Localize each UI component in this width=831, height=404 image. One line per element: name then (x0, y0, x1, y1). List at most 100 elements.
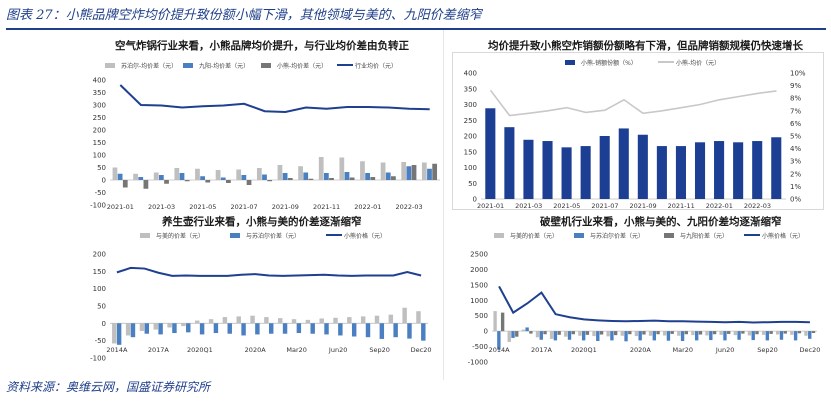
bar-1-13 (680, 331, 685, 342)
y-tick-label: 500 (475, 312, 488, 320)
y2-tick-label: 9% (790, 82, 801, 90)
legend-label-0: 与美的价差（元） (156, 232, 204, 240)
x-tick-label: 2021-01 (107, 203, 134, 211)
bar-0-16 (719, 331, 723, 335)
x-tick-label: Sep20 (369, 346, 390, 354)
y2-tick-label: 7% (790, 107, 801, 115)
bar-2-10 (329, 178, 334, 180)
bar-0-18 (747, 331, 752, 336)
bar-2-2 (529, 331, 533, 334)
x-tick-label: 2022-03 (395, 203, 422, 211)
y-tick-label: 50 (97, 303, 106, 311)
legend-swatch-1 (183, 63, 193, 68)
figure-title: 图表 27：小熊品牌空炸均价提升致份额小幅下滑，其他领域与美的、九阳价差缩窄 (6, 8, 482, 23)
legend-label-2: 小熊价格（元） (344, 232, 386, 240)
bar-2-21 (797, 331, 802, 334)
x-tick-label: Dec20 (800, 346, 821, 354)
bar-0-19 (761, 331, 766, 335)
bar-2-8 (287, 178, 293, 180)
x-tick-label: 2021-03 (148, 203, 175, 211)
bar-0-20 (776, 331, 780, 335)
bar-1-22 (421, 323, 426, 341)
x-tick-label: 2014A (489, 346, 511, 354)
bar-0-4 (195, 168, 200, 180)
x-tick-label: 2022-03 (744, 202, 771, 210)
x-tick-label: Sep20 (757, 346, 778, 354)
bar-0-14 (305, 319, 311, 324)
bar-1-14 (406, 166, 412, 180)
bar-2-15 (432, 163, 438, 180)
bar-2-9 (308, 178, 314, 180)
x-tick-label: 2020Q1 (571, 346, 597, 354)
y-tick-label: 0 (484, 328, 488, 336)
bar-2-13 (391, 176, 396, 180)
bar-2-22 (811, 331, 816, 333)
bar-0-2 (139, 323, 145, 331)
bar-1-2 (525, 327, 529, 332)
bar-1-14 (695, 331, 699, 341)
bar-0-14 (752, 141, 763, 199)
bar-0-14 (691, 331, 695, 336)
bar-1-10 (323, 173, 329, 180)
y2-tick-label: 3% (790, 158, 801, 166)
series-line-0 (498, 285, 810, 324)
bar-0-2 (521, 329, 526, 332)
chart-title-health-pot: 养生壶行业来看，小熊与美的价差逐渐缩窄 (162, 216, 362, 228)
bar-0-15 (319, 318, 324, 324)
bar-1-15 (709, 331, 713, 341)
bar-0-15 (771, 137, 782, 199)
bar-1-10 (638, 331, 642, 341)
chart-air-fryer: 苏泊尔-均价差（元） 九阳-均价差（元） 小熊-均价差（元） 行业均价（元） -100 -… (90, 62, 440, 211)
y-tick-label: 0 (102, 320, 106, 328)
y-tick-label: -50 (95, 337, 106, 345)
bar-1-11 (269, 323, 274, 334)
bar-0-3 (542, 141, 553, 199)
y-tick-label: 0 (473, 196, 477, 204)
bar-0-12 (360, 161, 365, 180)
bar-0-22 (804, 331, 808, 336)
y-tick-label: 50 (468, 180, 477, 188)
bar-0-21 (790, 331, 794, 335)
bar-0-5 (181, 323, 186, 327)
bar-1-7 (262, 174, 267, 180)
bar-2-6 (246, 180, 252, 185)
bar-0-21 (402, 307, 407, 324)
bar-2-3 (543, 331, 547, 335)
bar-1-0 (497, 331, 501, 350)
y-tick-label: 250 (93, 114, 106, 122)
bar-1-6 (241, 175, 247, 180)
bar-1-18 (365, 323, 371, 338)
y-tick-label: 300 (93, 102, 106, 110)
bar-0-8 (637, 134, 648, 199)
y-tick-label: 150 (93, 268, 106, 276)
bar-0-6 (195, 320, 200, 324)
y-tick-label: 350 (93, 89, 106, 97)
bar-0-8 (277, 165, 283, 180)
bar-0-1 (125, 323, 131, 336)
x-tick-label: 2014A (106, 346, 128, 354)
x-tick-label: 2020A (245, 346, 267, 354)
y2-tick-label: 0% (790, 196, 801, 204)
bar-0-8 (606, 331, 610, 337)
x-tick-label: 2021-09 (629, 202, 656, 210)
bar-0-13 (733, 142, 744, 199)
bar-0-4 (561, 147, 572, 199)
y-tick-label: -100 (90, 355, 106, 363)
panel-blender: 破壁机行业来看，小熊与美的、九阳价差均逐渐缩窄 与美的价差（元） 与苏泊尔价差（元… (462, 212, 824, 374)
chart-title-air-fryer: 空气炸锅行业来看，小熊品牌均价提升，与行业均价差由负转正 (115, 40, 409, 52)
y2-tick-label: 4% (790, 145, 801, 153)
panel-share: 均价提升致小熊空炸销额份额略有下滑，但品牌销额规模仍快速增长 小熊-销额份额（%… (452, 32, 824, 210)
x-tick-label: 2021-09 (272, 203, 299, 211)
bar-2-5 (571, 331, 575, 335)
chart-health-pot: 与美的价差（元） 与苏泊尔价差（元） 小熊价格（元） -100 -50 0 50 100 150… (90, 232, 431, 363)
panel-divider (443, 30, 444, 380)
bar-0-9 (298, 166, 303, 180)
legend-label-3: 小熊价格（元） (762, 232, 804, 240)
y2-tick-label: 6% (790, 120, 801, 128)
bar-1-4 (553, 331, 558, 341)
bar-0-13 (291, 319, 297, 324)
y-tick-label: 150 (93, 139, 106, 147)
bar-0-11 (339, 157, 345, 180)
bar-1-3 (158, 323, 163, 335)
bar-0-5 (215, 170, 221, 180)
